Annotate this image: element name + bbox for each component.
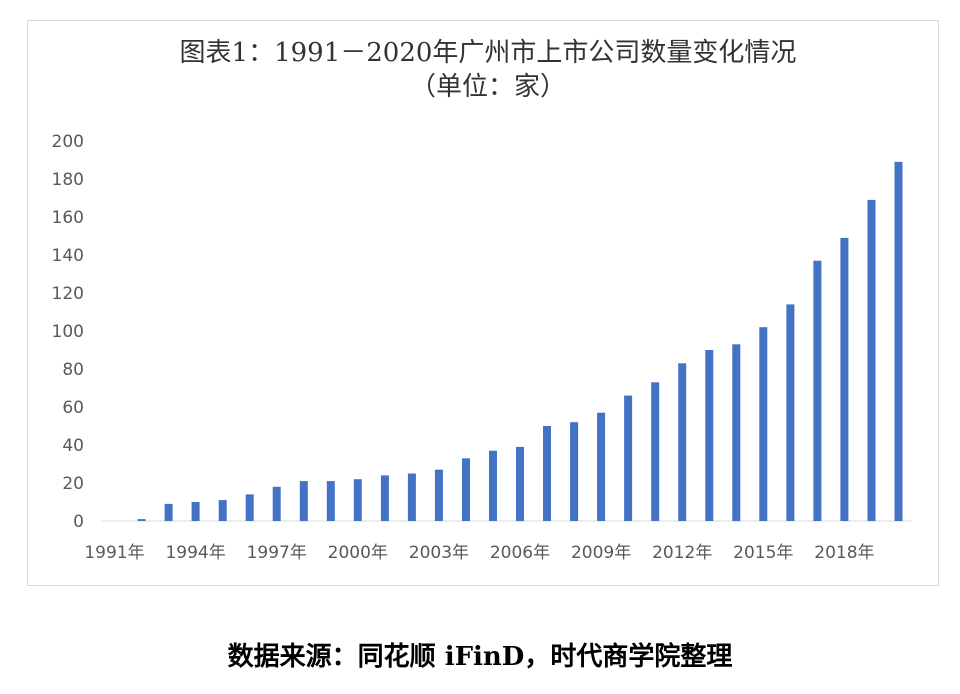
y-axis-ticks: 0 20 40 60 80 100 120 140 160 180 200 bbox=[52, 132, 84, 532]
y-tick-label: 180 bbox=[52, 170, 84, 190]
bar bbox=[353, 479, 362, 521]
bar-chart: 图表1：1991－2020年广州市上市公司数量变化情况 （单位：家） 0 20 40… bbox=[52, 38, 912, 563]
bar bbox=[272, 486, 281, 521]
bar bbox=[137, 519, 146, 521]
x-tick-label: 2003年 bbox=[409, 543, 469, 563]
bar bbox=[489, 450, 497, 521]
bar bbox=[543, 426, 551, 521]
bar bbox=[164, 503, 173, 521]
x-tick-label: 1994年 bbox=[165, 543, 225, 563]
bar bbox=[218, 500, 227, 521]
x-tick-label: 2012年 bbox=[652, 543, 712, 563]
bar bbox=[624, 395, 633, 521]
bar bbox=[840, 237, 849, 521]
chart-subtitle: （单位：家） bbox=[410, 72, 566, 102]
y-tick-label: 100 bbox=[52, 322, 84, 342]
x-tick-label: 2009年 bbox=[571, 543, 631, 563]
bar bbox=[867, 199, 876, 521]
bar bbox=[462, 458, 470, 521]
bar bbox=[407, 473, 416, 521]
bar bbox=[245, 494, 254, 521]
bar bbox=[570, 422, 579, 521]
bar bbox=[786, 304, 795, 521]
bar bbox=[651, 382, 660, 521]
y-tick-label: 40 bbox=[62, 436, 84, 456]
bar bbox=[326, 481, 335, 521]
chart-title: 图表1：1991－2020年广州市上市公司数量变化情况 bbox=[180, 38, 797, 68]
y-tick-label: 80 bbox=[62, 360, 84, 380]
bar bbox=[894, 161, 903, 521]
x-tick-label: 1997年 bbox=[247, 543, 307, 563]
bar bbox=[434, 469, 443, 521]
bar bbox=[516, 446, 524, 521]
x-tick-label: 2015年 bbox=[733, 543, 793, 563]
bar bbox=[705, 350, 714, 521]
y-tick-label: 20 bbox=[62, 474, 84, 494]
y-tick-label: 0 bbox=[73, 512, 84, 532]
y-tick-label: 200 bbox=[52, 132, 84, 152]
x-tick-label: 2000年 bbox=[328, 543, 388, 563]
bar bbox=[813, 260, 822, 521]
bars bbox=[137, 161, 903, 521]
bar bbox=[299, 481, 308, 521]
y-tick-label: 60 bbox=[62, 398, 84, 418]
x-tick-label: 1991年 bbox=[84, 543, 144, 563]
chart-frame: 图表1：1991－2020年广州市上市公司数量变化情况 （单位：家） 0 20 40… bbox=[27, 20, 939, 586]
x-axis-ticks: 1991年 1994年 1997年 2000年 2003年 2006年 2009年 2012年… bbox=[84, 543, 874, 563]
x-tick-label: 2018年 bbox=[814, 543, 874, 563]
bar bbox=[380, 475, 389, 521]
source-note: 数据来源：同花顺 iFinD，时代商学院整理 bbox=[227, 642, 733, 672]
y-tick-label: 140 bbox=[52, 246, 84, 266]
bar bbox=[759, 327, 768, 521]
bar bbox=[191, 502, 200, 521]
bar bbox=[678, 363, 687, 521]
y-tick-label: 160 bbox=[52, 208, 84, 228]
bar bbox=[732, 344, 741, 521]
bar bbox=[597, 412, 606, 521]
y-tick-label: 120 bbox=[52, 284, 84, 304]
x-tick-label: 2006年 bbox=[490, 543, 550, 563]
